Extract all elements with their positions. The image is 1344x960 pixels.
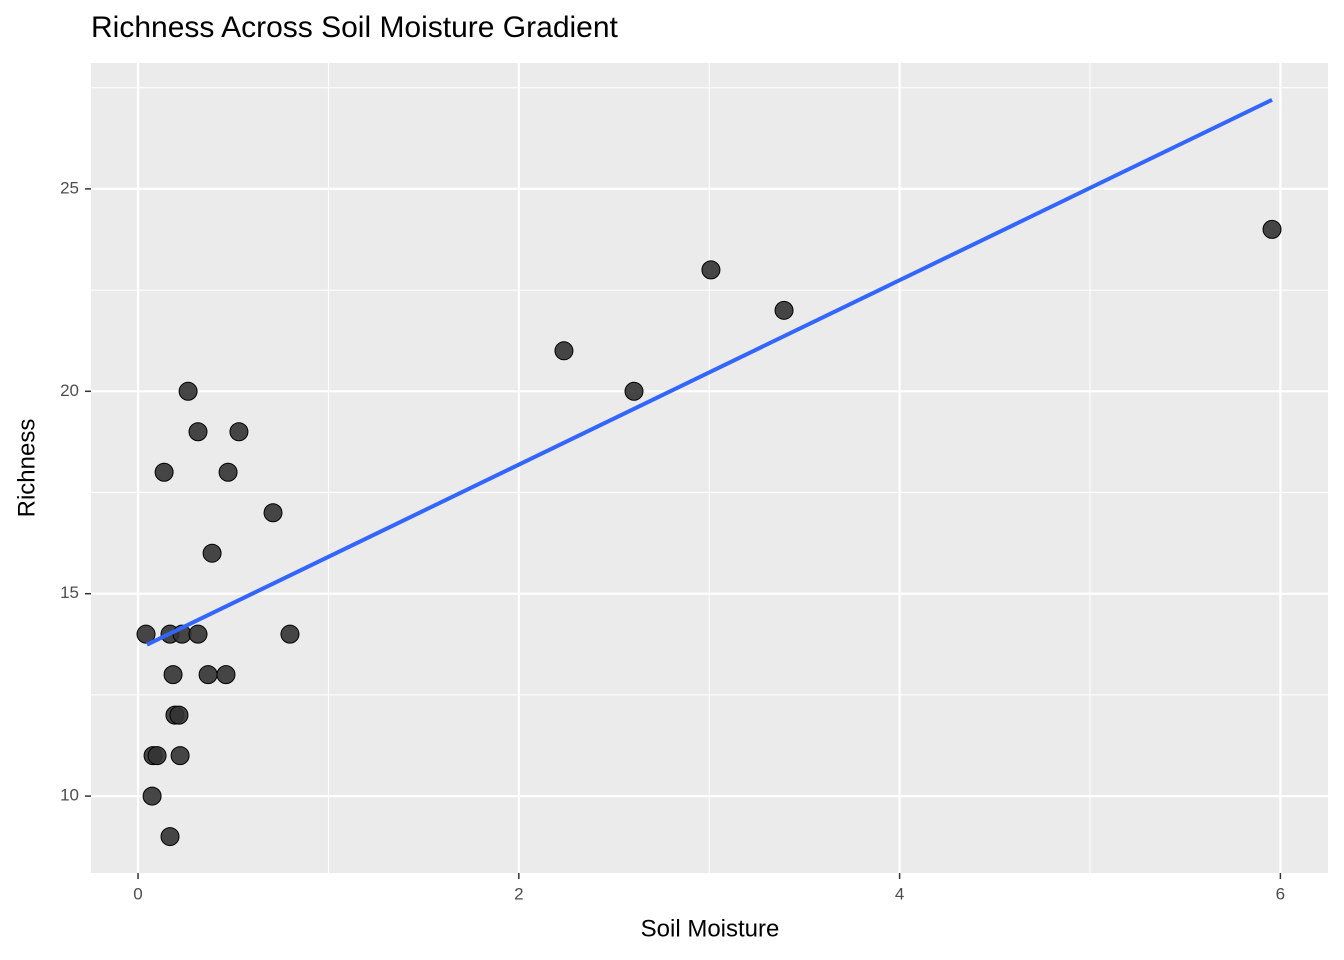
point xyxy=(160,827,180,847)
x-axis-label: Soil Moisture xyxy=(641,915,780,942)
y-tick-label: 10 xyxy=(60,786,79,805)
point xyxy=(136,624,156,644)
point xyxy=(774,300,794,320)
point xyxy=(216,665,236,685)
point xyxy=(1262,219,1282,239)
point xyxy=(169,705,189,725)
fit-line xyxy=(146,98,1273,647)
point xyxy=(554,341,574,361)
point xyxy=(154,462,174,482)
point xyxy=(142,786,162,806)
point xyxy=(280,624,300,644)
point xyxy=(218,462,238,482)
x-tick-label: 0 xyxy=(133,884,142,903)
chart-title: Richness Across Soil Moisture Gradient xyxy=(91,11,619,44)
point xyxy=(701,260,721,280)
y-tick-label: 20 xyxy=(60,381,79,400)
point xyxy=(147,746,167,766)
point xyxy=(163,665,183,685)
point xyxy=(624,381,644,401)
x-tick-label: 6 xyxy=(1276,884,1285,903)
y-axis-label: Richness xyxy=(13,419,40,518)
point xyxy=(263,503,283,523)
x-tick-label: 2 xyxy=(514,884,523,903)
point xyxy=(178,381,198,401)
point xyxy=(188,422,208,442)
point xyxy=(198,665,218,685)
y-tick-label: 25 xyxy=(60,178,79,197)
point xyxy=(202,543,222,563)
point xyxy=(188,624,208,644)
point xyxy=(229,422,249,442)
x-tick-label: 4 xyxy=(895,884,904,903)
point xyxy=(170,746,190,766)
y-tick-label: 15 xyxy=(60,583,79,602)
